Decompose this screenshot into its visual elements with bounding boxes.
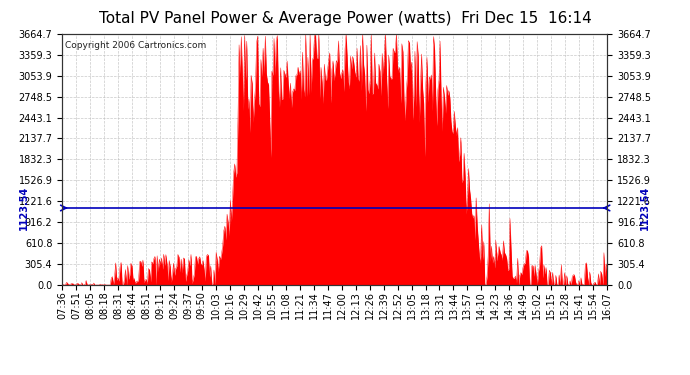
Text: 1123.54: 1123.54 — [640, 186, 651, 230]
Text: 1123.54: 1123.54 — [19, 186, 29, 230]
Text: Total PV Panel Power & Average Power (watts)  Fri Dec 15  16:14: Total PV Panel Power & Average Power (wa… — [99, 11, 591, 26]
Text: Copyright 2006 Cartronics.com: Copyright 2006 Cartronics.com — [65, 41, 206, 50]
